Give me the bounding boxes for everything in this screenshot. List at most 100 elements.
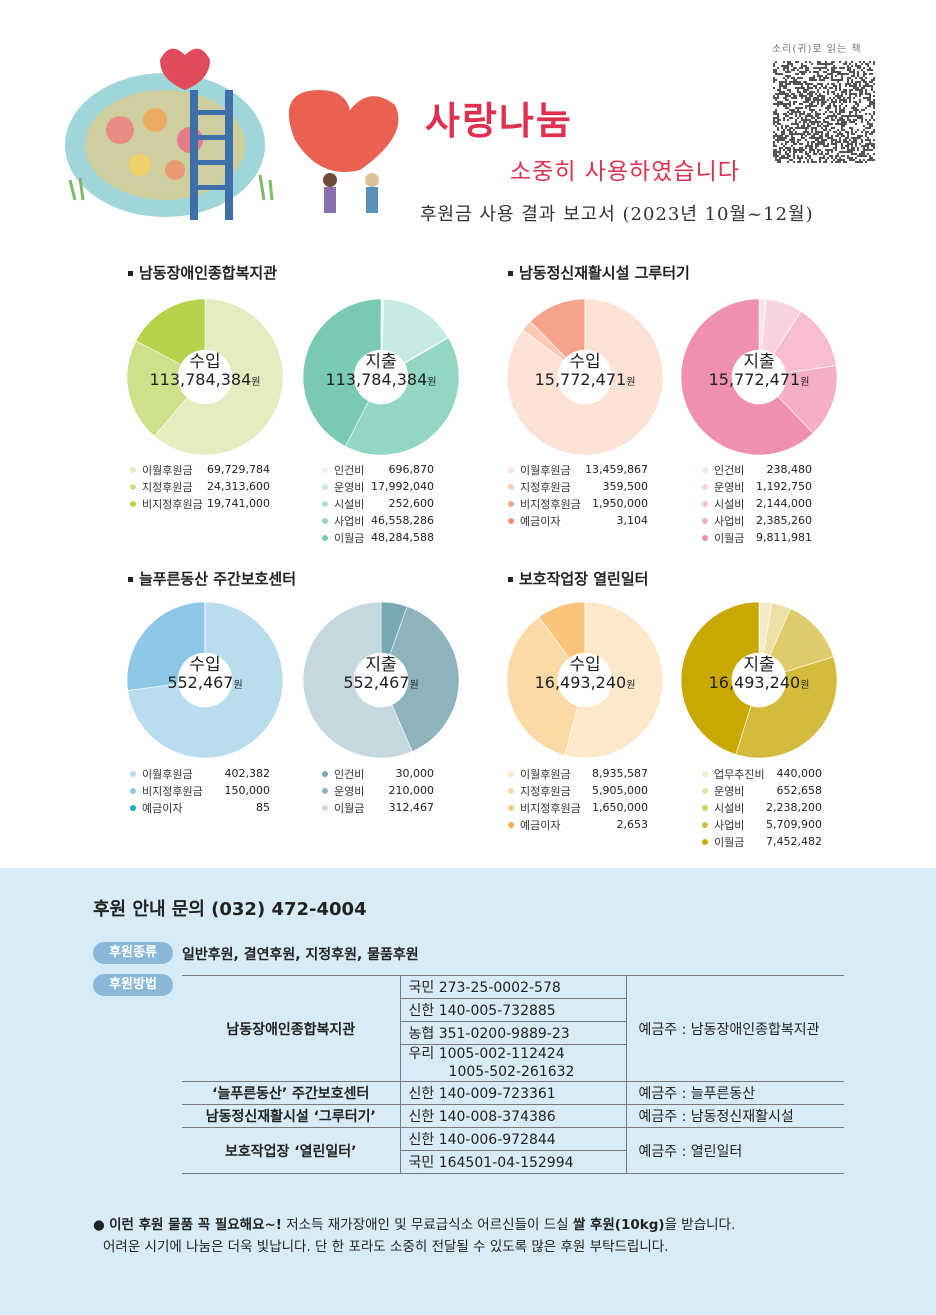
legend-item: 지정후원금 24,313,600 xyxy=(130,478,270,495)
legend-amount: 17,992,040 xyxy=(371,480,434,493)
account-number: 신한 140-008-374386 xyxy=(399,1104,627,1128)
legend-amount: 210,000 xyxy=(388,784,435,797)
legend-name: 인건비 xyxy=(714,463,745,477)
legend-name: 운영비 xyxy=(334,480,365,494)
section-title: 늘푸른동산 주간보호센터 xyxy=(128,568,296,589)
legend-name: 이월금 xyxy=(714,835,745,849)
legend-amount: 24,313,600 xyxy=(207,480,270,493)
legend-item: 업무추진비 440,000 xyxy=(702,765,822,782)
section-title: 남동정신재활시설 그루터기 xyxy=(508,262,690,283)
section-title: 남동장애인종합복지관 xyxy=(128,262,277,283)
legend-dot-icon xyxy=(702,821,708,828)
legend-item: 시설비 2,238,200 xyxy=(702,799,822,816)
legend-item: 사업비 46,558,286 xyxy=(322,512,434,529)
expense-label: 지출 xyxy=(743,352,775,372)
legend-amount: 5,905,000 xyxy=(592,784,648,797)
expense-donut-chart: 지출 16,493,240원 xyxy=(679,600,839,760)
legend-item: 이월후원금 8,935,587 xyxy=(508,765,648,782)
income-label: 수입 xyxy=(189,352,221,372)
income-donut-chart: 수입 552,467원 xyxy=(125,600,285,760)
section-title: 보호작업장 열린일터 xyxy=(508,568,648,589)
legend-dot-icon xyxy=(322,787,328,794)
account-holder: 예금주 : 남동장애인종합복지관 xyxy=(626,975,844,1082)
legend-name: 사업비 xyxy=(334,514,365,528)
account-org: ‘늘푸른동산’ 주간보호센터 xyxy=(182,1081,400,1105)
qr-label: 소리(귀)로 읽는 책 xyxy=(772,44,862,55)
expense-total: 15,772,471원 xyxy=(708,370,810,389)
legend-name: 예금이자 xyxy=(142,801,183,815)
piggy-bank-illustration xyxy=(65,48,399,220)
account-table: 남동장애인종합복지관 국민 273-25-0002-578 예금주 : 남동장애인종… xyxy=(182,975,844,1174)
legend-dot-icon xyxy=(702,483,708,490)
legend-name: 이월후원금 xyxy=(520,463,571,477)
support-type-tag: 후원종류 xyxy=(93,942,173,964)
legend-name: 예금이자 xyxy=(520,514,561,528)
note-bold-1: 이런 후원 물품 꼭 필요해요~! xyxy=(109,1217,282,1233)
legend-dot-icon xyxy=(508,517,514,524)
income-total: 15,772,471원 xyxy=(534,370,636,389)
legend-name: 지정후원금 xyxy=(142,480,193,494)
legend-dot-icon xyxy=(702,787,708,794)
legend-name: 운영비 xyxy=(334,784,365,798)
legend-item: 이월후원금 13,459,867 xyxy=(508,461,648,478)
expense-legend: 인건비 696,870 운영비 17,992,040 시설비 252,600 사업비 46,5… xyxy=(322,461,434,546)
legend-item: 예금이자 2,653 xyxy=(508,816,648,833)
legend-dot-icon xyxy=(508,821,514,828)
expense-donut-chart: 지출 15,772,471원 xyxy=(679,297,839,457)
legend-amount: 2,653 xyxy=(616,818,649,831)
legend-name: 이월금 xyxy=(334,801,365,815)
donation-note: ● 이런 후원 물품 꼭 필요해요~! 저소득 재가장애인 및 무료급식소 어르… xyxy=(93,1214,735,1258)
legend-amount: 85 xyxy=(256,801,270,814)
legend-name: 사업비 xyxy=(714,818,745,832)
legend-item: 사업비 5,709,900 xyxy=(702,816,822,833)
legend-item: 이월금 9,811,981 xyxy=(702,529,812,546)
legend-item: 운영비 210,000 xyxy=(322,782,434,799)
legend-item: 비지정후원금 1,650,000 xyxy=(508,799,648,816)
bullet-square-icon xyxy=(128,271,133,276)
account-org: 남동장애인종합복지관 xyxy=(182,975,400,1082)
expense-legend: 업무추진비 440,000 운영비 652,658 시설비 2,238,200 사업비 5,7… xyxy=(702,765,822,850)
expense-total: 552,467원 xyxy=(343,673,419,692)
income-label: 수입 xyxy=(569,352,601,372)
account-row: 우리 1005-002-112424 1005-502-261632 xyxy=(182,1044,844,1082)
legend-dot-icon xyxy=(322,517,328,524)
legend-dot-icon xyxy=(322,483,328,490)
legend-dot-icon xyxy=(702,770,708,777)
legend-name: 운영비 xyxy=(714,480,745,494)
legend-name: 이월금 xyxy=(714,531,745,545)
legend-item: 이월금 312,467 xyxy=(322,799,434,816)
legend-amount: 69,729,784 xyxy=(207,463,270,476)
legend-item: 사업비 2,385,260 xyxy=(702,512,812,529)
account-number: 신한 140-005-732885 xyxy=(399,998,627,1022)
expense-legend: 인건비 238,480 운영비 1,192,750 시설비 2,144,000 사업비 2,3… xyxy=(702,461,812,546)
account-org: 남동정신재활시설 ‘그루터기’ xyxy=(182,1104,400,1128)
legend-amount: 1,192,750 xyxy=(756,480,812,493)
legend-amount: 440,000 xyxy=(776,767,823,780)
legend-dot-icon xyxy=(702,500,708,507)
legend-amount: 402,382 xyxy=(224,767,271,780)
legend-dot-icon xyxy=(508,804,514,811)
legend-amount: 3,104 xyxy=(616,514,649,527)
legend-item: 비지정후원금 150,000 xyxy=(130,782,270,799)
account-holder: 예금주 : 남동정신재활시설 xyxy=(626,1104,844,1128)
account-org: 보호작업장 ‘열린일터’ xyxy=(182,1127,400,1174)
income-legend: 이월후원금 402,382 비지정후원금 150,000 예금이자 85 xyxy=(130,765,270,816)
account-row: 농협 351-0200-9889-23 xyxy=(182,1021,844,1045)
account-number: 국민 273-25-0002-578 xyxy=(399,975,627,999)
account-row: 남동정신재활시설 ‘그루터기’ 신한 140-008-374386 예금주 : 남동… xyxy=(182,1104,844,1128)
contact-heading: 후원 안내 문의 (032) 472-4004 xyxy=(93,899,367,920)
legend-name: 운영비 xyxy=(714,784,745,798)
income-donut-chart: 수입 16,493,240원 xyxy=(505,600,665,760)
legend-amount: 9,811,981 xyxy=(756,531,812,544)
legend-dot-icon xyxy=(508,466,514,473)
income-legend: 이월후원금 13,459,867 지정후원금 359,500 비지정후원금 1,950,0… xyxy=(508,461,648,529)
legend-dot-icon xyxy=(322,466,328,473)
legend-item: 지정후원금 359,500 xyxy=(508,478,648,495)
note-text-2: 을 받습니다. xyxy=(664,1217,736,1233)
legend-name: 인건비 xyxy=(334,767,365,781)
legend-amount: 8,935,587 xyxy=(592,767,648,780)
legend-name: 지정후원금 xyxy=(520,480,571,494)
legend-dot-icon xyxy=(322,534,328,541)
expense-donut-chart: 지출 552,467원 xyxy=(301,600,461,760)
qr-code[interactable] xyxy=(772,60,875,163)
